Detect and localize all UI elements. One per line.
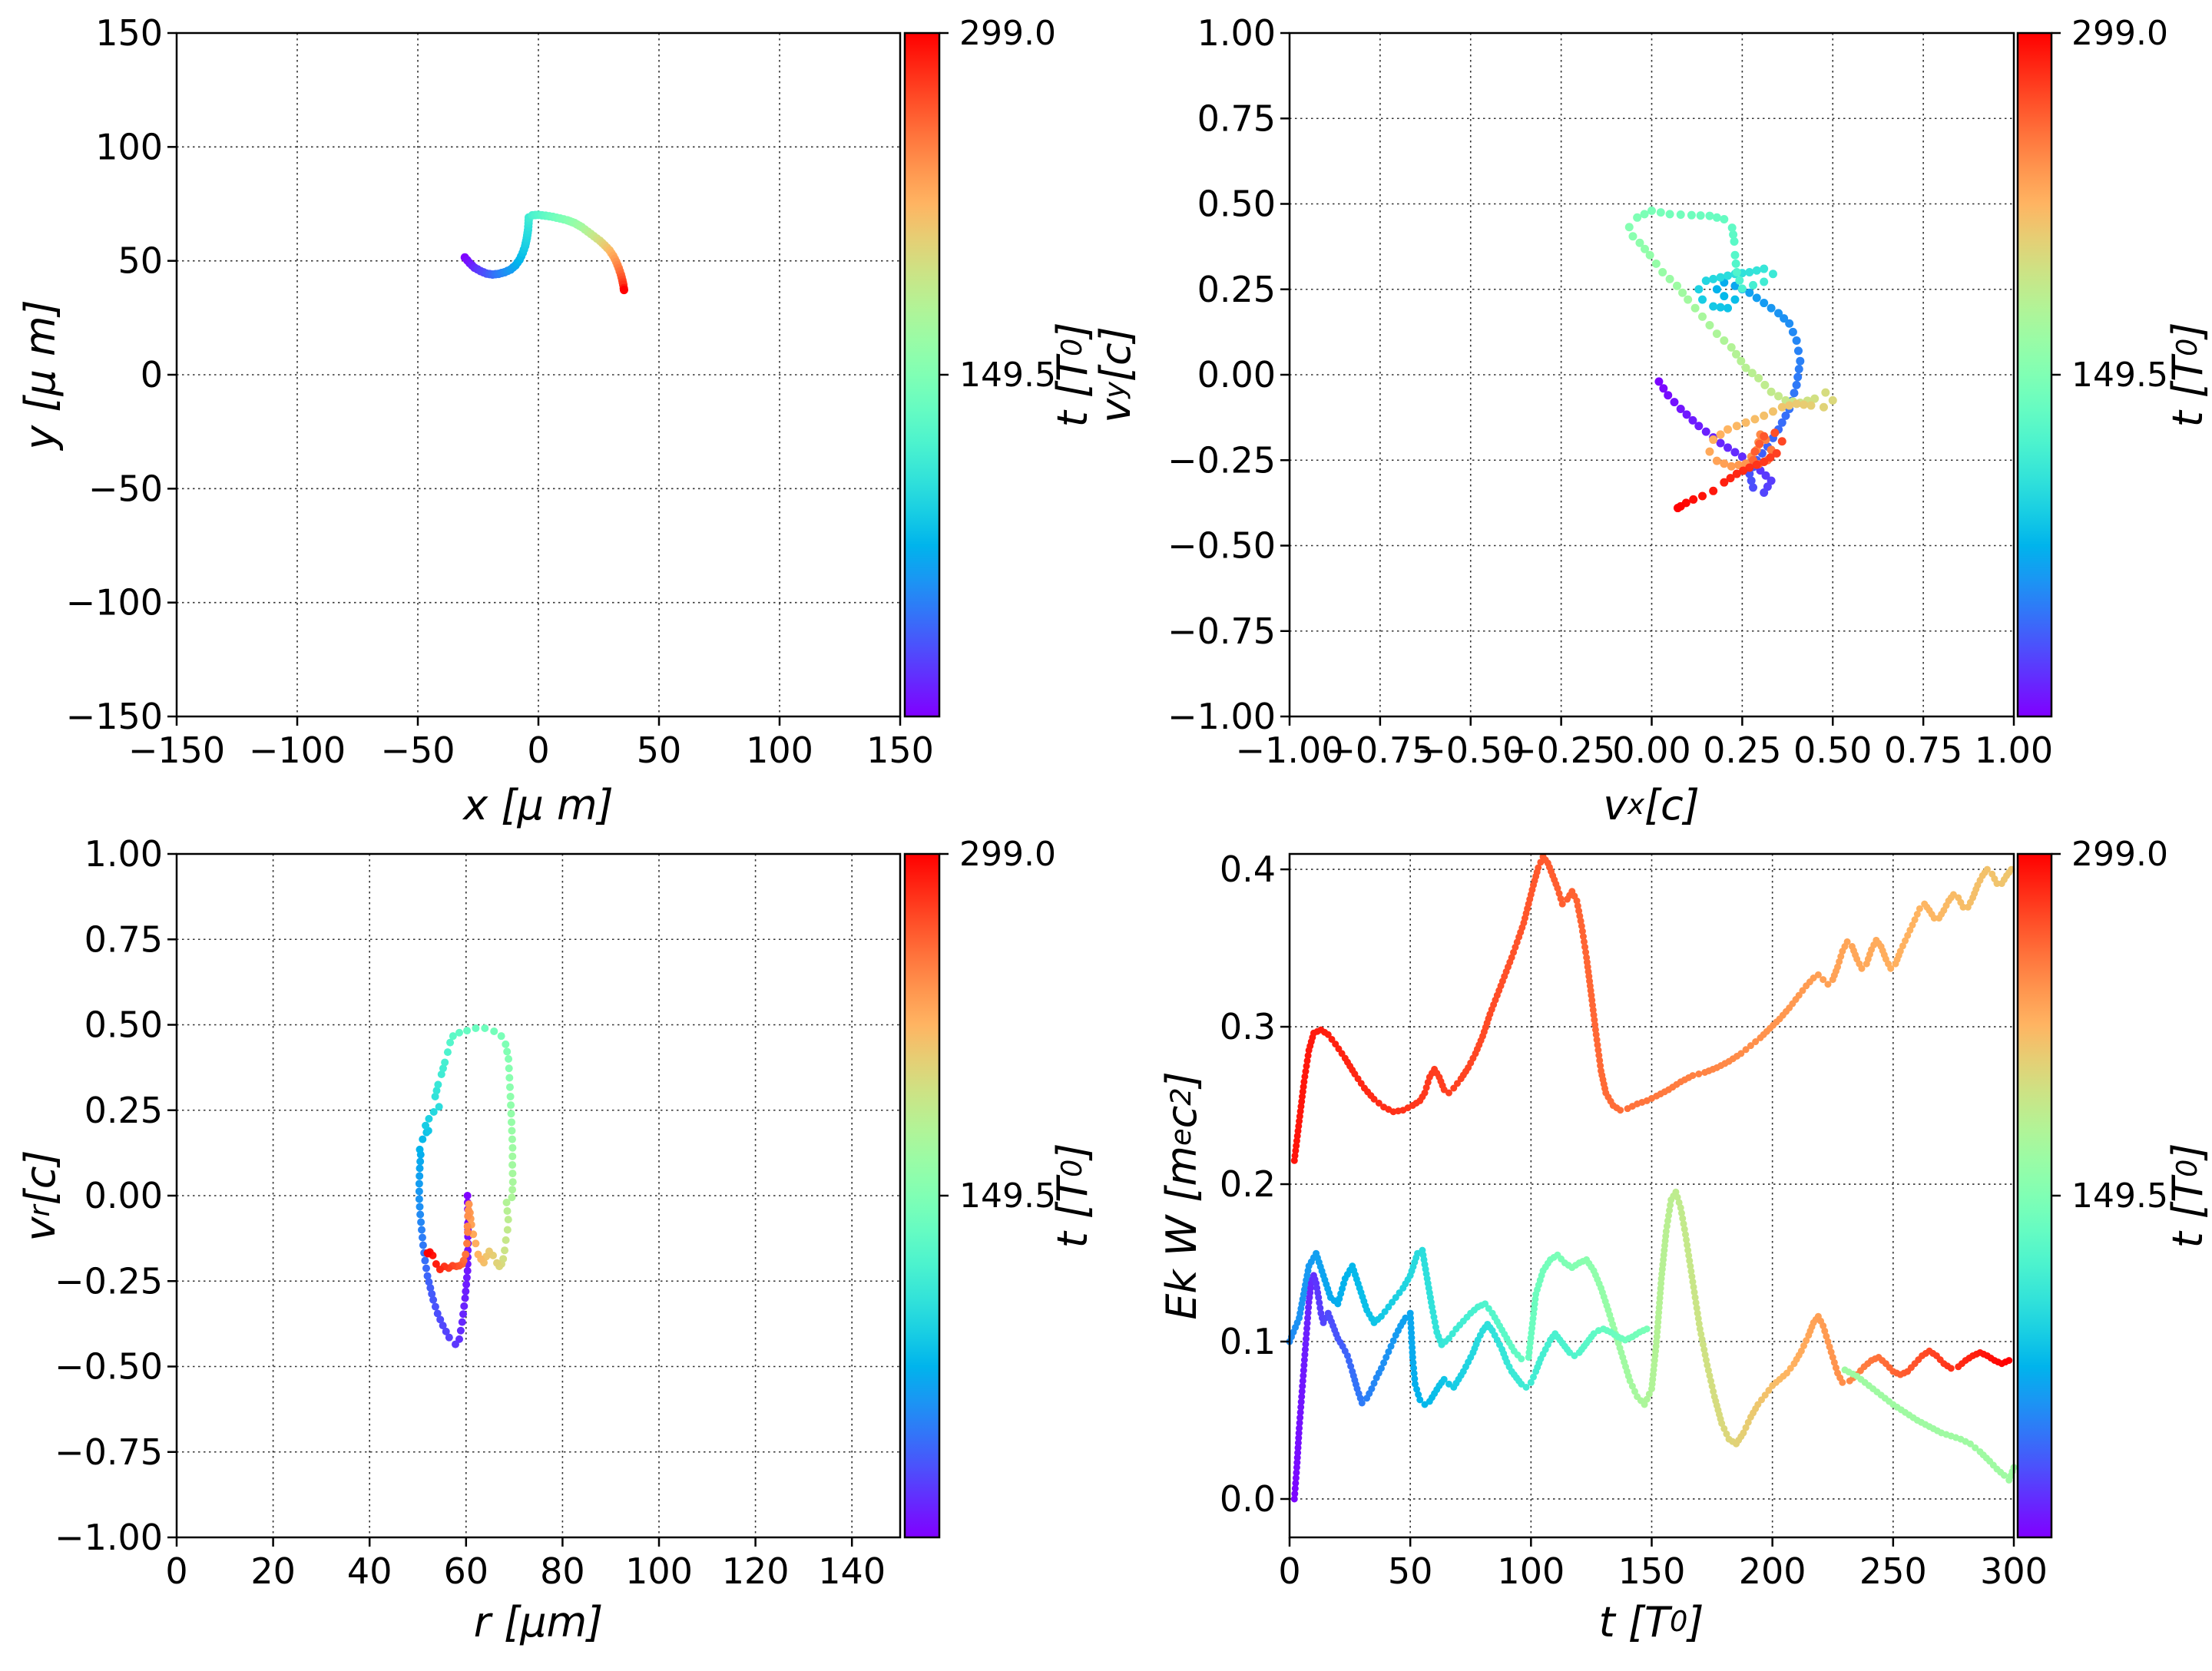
colorbar-mid-label-energy: 149.5 [2071, 1176, 2168, 1216]
colorbar-title-radial: t [T 0] [1048, 1143, 1097, 1249]
svg-text:40: 40 [347, 1550, 392, 1592]
svg-text:100: 100 [95, 126, 163, 167]
colorbar-title-velocity: t [T 0] [2163, 322, 2212, 428]
svg-text:−0.25: −0.25 [1167, 439, 1276, 481]
svg-text:0: 0 [141, 354, 163, 395]
svg-text:−0.75: −0.75 [1167, 610, 1276, 652]
x-axis-label-position: x [μ m] [463, 780, 614, 829]
colorbar-mid-label-radial: 149.5 [959, 1176, 1056, 1216]
svg-text:−0.25: −0.25 [1507, 730, 1615, 771]
svg-text:150: 150 [866, 730, 934, 771]
svg-text:150: 150 [95, 12, 163, 54]
svg-text:−50: −50 [380, 730, 455, 771]
svg-text:0.25: 0.25 [84, 1090, 163, 1131]
svg-text:−150: −150 [66, 696, 163, 737]
svg-text:0.4: 0.4 [1220, 849, 1276, 890]
svg-text:60: 60 [444, 1550, 489, 1592]
panel-energy-time: 0 50 100 150 200 250 300 0.0 0.1 0.2 0.3 0.4 [1220, 849, 2061, 1592]
svg-text:−0.75: −0.75 [55, 1431, 163, 1473]
svg-text:−100: −100 [249, 730, 346, 771]
svg-text:0.00: 0.00 [1197, 354, 1276, 395]
colorbar-max-label-position: 299.0 [959, 14, 1056, 53]
svg-text:0.50: 0.50 [1793, 730, 1872, 771]
svg-text:0.3: 0.3 [1220, 1006, 1276, 1047]
svg-text:0.75: 0.75 [1884, 730, 1962, 771]
svg-text:−50: −50 [88, 468, 163, 509]
svg-text:0: 0 [527, 730, 549, 771]
svg-text:0: 0 [1278, 1550, 1300, 1592]
y-axis-label-energy: Ek W [m e c 2] [1157, 1071, 1206, 1320]
svg-text:0.0: 0.0 [1220, 1478, 1276, 1520]
svg-text:50: 50 [1388, 1550, 1433, 1592]
svg-text:1.00: 1.00 [1197, 12, 1276, 54]
svg-text:−0.50: −0.50 [55, 1346, 163, 1388]
svg-text:140: 140 [818, 1550, 886, 1592]
panel-velocity-space: −1.00−0.75−0.50−0.250.00 0.25 0.50 0.75 1.00… [1167, 12, 2061, 771]
svg-text:1.00: 1.00 [84, 833, 163, 875]
colorbar-max-label-energy: 299.0 [2071, 835, 2168, 874]
svg-text:0.1: 0.1 [1220, 1321, 1276, 1362]
colorbar-max-label-velocity: 299.0 [2071, 14, 2168, 53]
svg-text:−100: −100 [66, 582, 163, 624]
svg-text:0.75: 0.75 [84, 918, 163, 960]
svg-text:0.00: 0.00 [1612, 730, 1690, 771]
svg-text:1.00: 1.00 [1975, 730, 2053, 771]
svg-text:100: 100 [746, 730, 813, 771]
x-axis-label-energy: t [T 0] [1598, 1597, 1704, 1646]
svg-text:−1.00: −1.00 [1236, 730, 1344, 771]
x-axis-label-radial: r [μm] [473, 1597, 604, 1646]
svg-text:−0.50: −0.50 [1416, 730, 1525, 771]
colorbar-mid-label-position: 149.5 [959, 356, 1056, 395]
colorbar-max-label-radial: 299.0 [959, 835, 1056, 874]
svg-text:−0.50: −0.50 [1167, 525, 1276, 567]
colorbar-title-position: t [T 0] [1048, 322, 1097, 428]
svg-text:80: 80 [540, 1550, 585, 1592]
svg-text:250: 250 [1859, 1550, 1927, 1592]
svg-text:150: 150 [1618, 1550, 1686, 1592]
panel-position-trajectory: −150 −100 −50 0 50 100 150 150 100 50 0 −50 −100 −150 [66, 12, 949, 771]
svg-text:−150: −150 [128, 730, 225, 771]
svg-text:−1.00: −1.00 [1167, 696, 1276, 737]
svg-text:−1.00: −1.00 [55, 1517, 163, 1558]
svg-text:0.00: 0.00 [84, 1175, 163, 1216]
svg-text:0: 0 [165, 1550, 187, 1592]
svg-text:100: 100 [625, 1550, 693, 1592]
svg-text:0.2: 0.2 [1220, 1163, 1276, 1205]
svg-text:300: 300 [1980, 1550, 2048, 1592]
y-axis-label-position: y [μ m] [15, 299, 65, 450]
panel-radial-phase-space: 0 20 40 60 80 100 120 140 1.00 0.75 0.50 0.25 0.00 −0… [55, 833, 949, 1592]
svg-text:50: 50 [637, 730, 682, 771]
svg-text:100: 100 [1497, 1550, 1565, 1592]
svg-text:0.50: 0.50 [1197, 184, 1276, 225]
svg-text:0.25: 0.25 [1703, 730, 1781, 771]
svg-text:0.50: 0.50 [84, 1004, 163, 1046]
svg-text:200: 200 [1739, 1550, 1806, 1592]
svg-text:0.25: 0.25 [1197, 269, 1276, 310]
svg-text:20: 20 [250, 1550, 296, 1592]
svg-text:0.75: 0.75 [1197, 98, 1276, 139]
svg-text:120: 120 [722, 1550, 790, 1592]
colorbar-title-energy: t [T 0] [2163, 1143, 2212, 1249]
svg-text:−0.25: −0.25 [55, 1260, 163, 1302]
svg-text:50: 50 [118, 240, 163, 282]
colorbar-mid-label-velocity: 149.5 [2071, 356, 2168, 395]
svg-text:−0.75: −0.75 [1326, 730, 1434, 771]
